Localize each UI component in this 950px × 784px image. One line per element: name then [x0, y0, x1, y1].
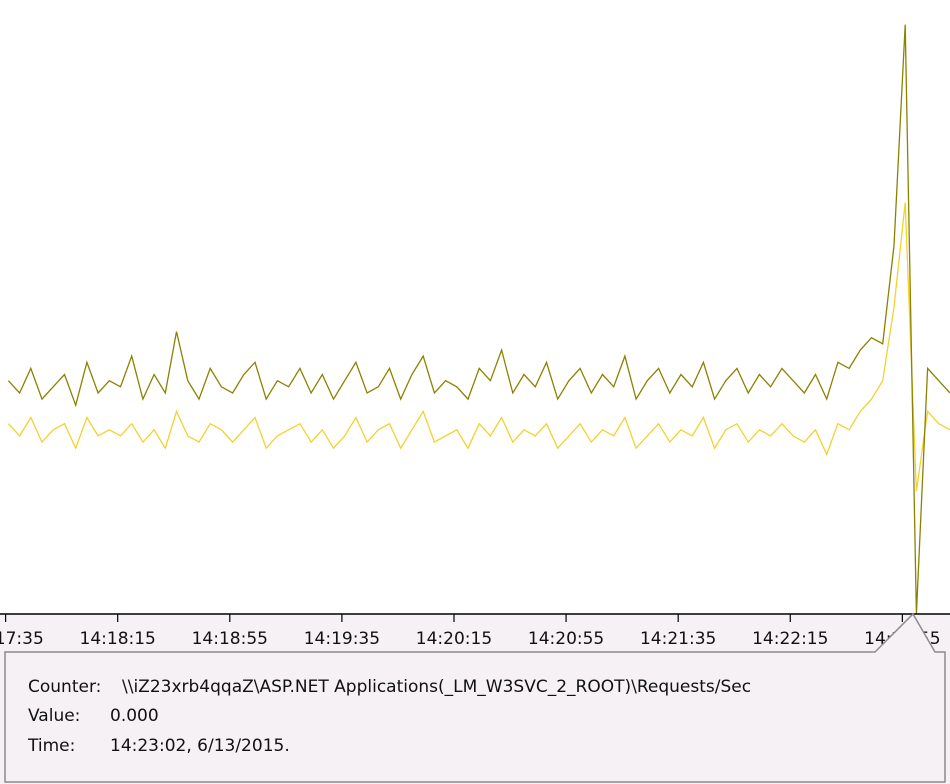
tooltip-time-label: Time:	[27, 736, 75, 756]
x-tick-label: 14:17:35	[0, 629, 44, 649]
tooltip-time: 14:23:02, 6/13/2015.	[110, 736, 290, 756]
tooltip-counter-label: Counter:	[28, 677, 101, 697]
x-tick-label: 14:22:15	[752, 629, 828, 649]
plot-area	[0, 0, 950, 614]
x-tick-label: 14:20:15	[416, 629, 492, 649]
x-tick-label: 14:19:35	[304, 629, 380, 649]
tooltip-counter: \\iZ23xrb4qqaZ\ASP.NET Applications(_LM_…	[122, 677, 751, 697]
x-tick-label: 14:21:35	[640, 629, 716, 649]
tooltip-value-label: Value:	[28, 706, 80, 726]
tooltip: Counter: \\iZ23xrb4qqaZ\ASP.NET Applicat…	[4, 612, 946, 783]
x-tick-label: 14:20:55	[528, 629, 604, 649]
series-line	[7, 202, 950, 492]
x-tick-label: 14:18:55	[192, 629, 268, 649]
tooltip-box	[4, 612, 946, 783]
series-line	[7, 24, 950, 615]
tooltip-value: 0.000	[110, 706, 159, 726]
x-tick-label: 14:18:15	[80, 629, 156, 649]
